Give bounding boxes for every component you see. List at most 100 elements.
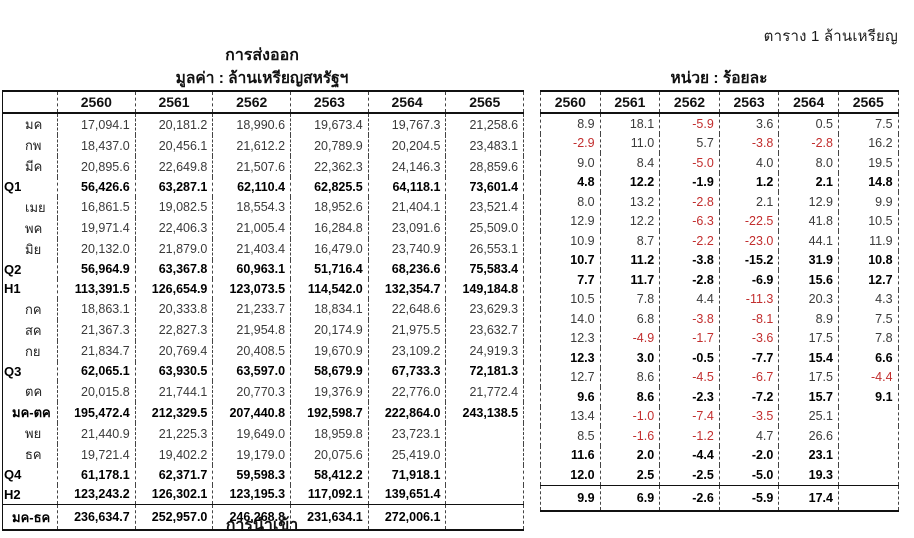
percent-cell: 10.5: [837, 211, 899, 231]
value-cell: 19,673.4: [290, 113, 369, 135]
percent-cell: -1.2: [659, 426, 720, 446]
percent-cell: -2.0: [718, 445, 779, 465]
percent-cell: -0.5: [659, 348, 720, 368]
value-cell: 23,483.1: [445, 135, 525, 156]
table-row: 7.7 11.7 -2.8 -6.9 15.6 12.7: [540, 270, 899, 290]
row-label-header: [2, 90, 58, 114]
percent-cell: 6.8: [599, 309, 660, 329]
value-cell: 20,174.9: [290, 319, 369, 341]
value-cell: 62,371.7: [134, 465, 213, 485]
percent-cell: -2.5: [659, 465, 720, 485]
value-cell: 21,954.8: [212, 319, 291, 341]
table-row: พย 21,440.9 21,225.3 19,649.0 18,959.8 23,723…: [2, 423, 525, 444]
percent-cell: -5.0: [718, 465, 779, 485]
value-cell: 20,075.6: [290, 444, 369, 465]
percent-cell: 13.4: [540, 406, 601, 426]
table-row: มีค 20,895.6 22,649.8 21,507.6 22,362.3 24,14…: [2, 156, 525, 177]
value-cell: 23,629.3: [445, 298, 525, 320]
table-row: 8.9 18.1 -5.9 3.6 0.5 7.5: [540, 113, 899, 134]
value-cell: 132,354.7: [367, 279, 446, 299]
percent-cell: 5.7: [659, 133, 720, 153]
value-cell: [445, 465, 525, 485]
value-cell: 51,716.4: [290, 259, 369, 279]
year-header: 2561: [599, 90, 660, 114]
row-label: Q1: [2, 177, 58, 197]
table-row: 9.0 8.4 -5.0 4.0 8.0 19.5: [540, 153, 899, 173]
percent-cell: -2.3: [659, 387, 720, 407]
value-cell: 123,073.5: [212, 279, 291, 299]
value-cell: 68,236.6: [367, 259, 446, 279]
row-label: H1: [2, 279, 58, 299]
percent-cell: -2.8: [659, 192, 720, 212]
percent-cell: -3.8: [718, 133, 779, 153]
value-cell: 18,959.8: [290, 423, 369, 444]
value-cell: 63,597.0: [212, 361, 291, 381]
value-cell: 60,963.1: [212, 259, 291, 279]
row-label: Q4: [2, 465, 58, 485]
table-row: มค 17,094.1 20,181.2 18,990.6 19,673.4 19,767…: [2, 113, 525, 135]
value-cell: 20,895.6: [57, 156, 136, 177]
percent-cell: [837, 484, 899, 512]
value-cell: [445, 423, 525, 444]
value-cell: 19,767.3: [367, 113, 446, 135]
percent-cell: 10.9: [540, 231, 601, 251]
percent-cell: [837, 445, 899, 465]
table-row: 12.0 2.5 -2.5 -5.0 19.3: [540, 465, 899, 485]
percent-cell: 13.2: [599, 192, 660, 212]
percent-cell: -6.9: [718, 270, 779, 290]
row-label: มีค: [2, 156, 58, 177]
percent-cell: 0.5: [778, 113, 839, 134]
table-row: 12.3 -4.9 -1.7 -3.6 17.5 7.8: [540, 328, 899, 348]
table-row: 10.5 7.8 4.4 -11.3 20.3 4.3: [540, 289, 899, 309]
percent-cell: 12.3: [540, 328, 601, 348]
table-row: พค 19,971.4 22,406.3 21,005.4 16,284.8 23,091…: [2, 217, 525, 239]
value-cell: 21,612.2: [212, 135, 291, 156]
percent-cell: 12.9: [540, 211, 601, 231]
percent-cell: 4.4: [659, 289, 720, 309]
value-cell: 23,632.7: [445, 319, 525, 341]
value-cell: 56,426.6: [57, 177, 136, 197]
value-cell: 58,679.9: [290, 361, 369, 381]
table-row: H2 123,243.2 126,302.1 123,195.3 117,092.1 13…: [2, 484, 525, 505]
percent-cell: 8.4: [599, 153, 660, 173]
table-tag: ตาราง 1 ล้านเหรียญ: [763, 28, 898, 45]
year-header: 2565: [837, 90, 899, 114]
percent-cell: -6.7: [718, 367, 779, 387]
percent-cell: -15.2: [718, 250, 779, 270]
percent-cell: -4.4: [837, 367, 899, 387]
percent-cell: 8.7: [599, 231, 660, 251]
percent-cell: 12.7: [837, 270, 899, 290]
row-label: มค: [2, 113, 58, 135]
percent-cell: 10.8: [837, 250, 899, 270]
table-row: Q4 61,178.1 62,371.7 59,598.3 58,412.2 71,918…: [2, 465, 525, 485]
percent-cell: 11.7: [599, 270, 660, 290]
row-label: ธค: [2, 444, 58, 465]
percent-cell: 11.2: [599, 250, 660, 270]
value-cell: 16,479.0: [290, 238, 369, 260]
value-cell: 114,542.0: [290, 279, 369, 299]
value-cell: 19,721.4: [57, 444, 136, 465]
value-cell: 195,472.4: [57, 402, 136, 423]
table-row: 10.7 11.2 -3.8 -15.2 31.9 10.8: [540, 250, 899, 270]
table-row: 12.7 8.6 -4.5 -6.7 17.5 -4.4: [540, 367, 899, 387]
table-row: ธค 19,721.4 19,402.2 19,179.0 20,075.6 25,419…: [2, 444, 525, 465]
table-row: Q3 62,065.1 63,930.5 63,597.0 58,679.9 67,733…: [2, 361, 525, 381]
value-cell: 20,456.1: [134, 135, 213, 156]
year-header-row: 2560 2561 2562 2563 2564 2565: [540, 90, 899, 114]
value-cell: 18,834.1: [290, 298, 369, 320]
value-cell: 21,834.7: [57, 340, 136, 362]
table-row: 4.8 12.2 -1.9 1.2 2.1 14.8: [540, 172, 899, 192]
percent-cell: -11.3: [718, 289, 779, 309]
percent-cell: 12.0: [540, 465, 601, 485]
table-row: 14.0 6.8 -3.8 -8.1 8.9 7.5: [540, 309, 899, 329]
percent-cell: -5.0: [659, 153, 720, 173]
value-cell: 21,233.7: [212, 298, 291, 320]
table-row: กค 18,863.1 20,333.8 21,233.7 18,834.1 22,648…: [2, 298, 525, 320]
value-cell: 21,258.6: [445, 113, 525, 135]
value-cell: 59,598.3: [212, 465, 291, 485]
table-row: กพ 18,437.0 20,456.1 21,612.2 20,789.9 20,204…: [2, 135, 525, 156]
row-label: เมย: [2, 196, 58, 218]
row-label: ตค: [2, 381, 58, 402]
year-header: 2563: [718, 90, 779, 114]
percent-cell: -3.8: [659, 309, 720, 329]
